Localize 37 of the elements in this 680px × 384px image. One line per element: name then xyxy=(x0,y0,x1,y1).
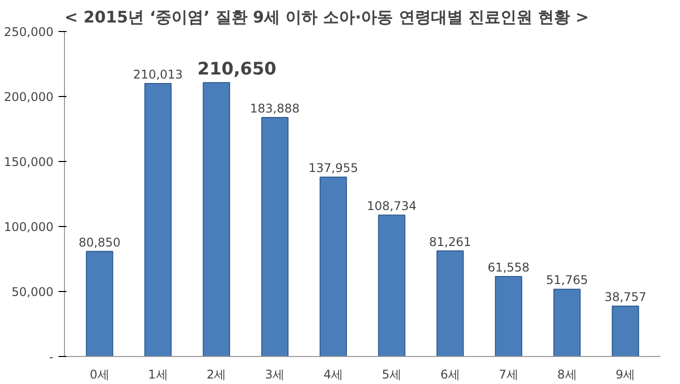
bar xyxy=(144,82,172,356)
bar xyxy=(261,116,288,356)
bar xyxy=(612,306,640,356)
chart-title: < 2015년 ‘중이염’ 질환 9세 이하 소아·아동 연령대별 진료인원 현황 > xyxy=(64,8,589,26)
x-tick-label: 5세 xyxy=(382,368,402,382)
data-label: 183,888 xyxy=(250,101,300,116)
x-tick-label: 0세 xyxy=(90,368,110,382)
x-tick-label: 2세 xyxy=(206,368,226,382)
bar xyxy=(553,288,581,356)
y-tick-label: - xyxy=(49,350,54,364)
x-tick-label: 9세 xyxy=(616,368,636,382)
bar xyxy=(86,250,114,356)
x-tick-label: 1세 xyxy=(148,368,168,382)
x-tick-label: 7세 xyxy=(498,368,518,382)
y-tick-label: 150,000 xyxy=(4,155,54,169)
y-tick-label: 100,000 xyxy=(4,220,54,234)
y-tick-label: 200,000 xyxy=(4,90,54,104)
data-label: 210,013 xyxy=(133,67,183,82)
data-label: 137,955 xyxy=(308,161,358,176)
bar xyxy=(320,176,347,356)
bar xyxy=(436,250,464,356)
y-tick-label: 250,000 xyxy=(4,25,54,39)
y-tick-label: 50,000 xyxy=(12,285,54,299)
data-label: 61,558 xyxy=(488,260,530,274)
data-label: 51,765 xyxy=(546,273,588,288)
data-label: 81,261 xyxy=(429,234,472,249)
data-label: 210,650 xyxy=(197,60,276,80)
data-label: 80,850 xyxy=(78,235,121,250)
x-tick-label: 4세 xyxy=(323,368,344,382)
x-tick-label: 6세 xyxy=(440,368,460,382)
bar xyxy=(378,214,406,356)
data-label: 38,757 xyxy=(604,290,646,304)
bar xyxy=(202,82,230,356)
data-label: 108,734 xyxy=(366,199,417,214)
x-tick-label: 8세 xyxy=(557,368,577,382)
bar xyxy=(494,276,522,356)
x-tick-label: 3세 xyxy=(265,368,285,382)
